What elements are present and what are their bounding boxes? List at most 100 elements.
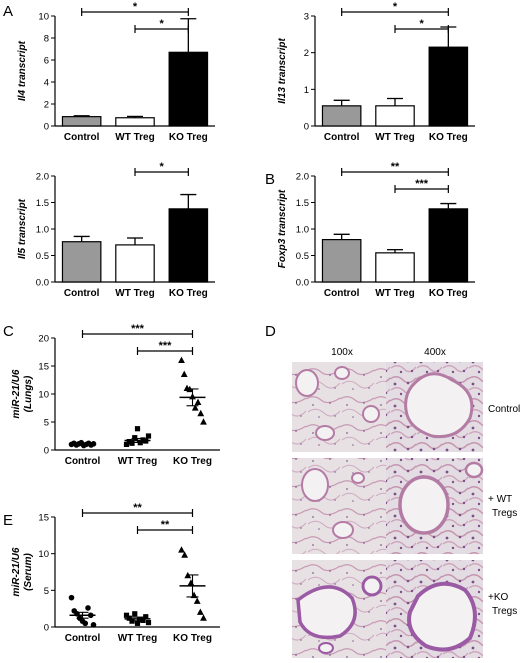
y-axis-label: Il5 transcript <box>17 198 28 259</box>
y-tick-label: 0 <box>44 122 49 133</box>
data-point <box>191 404 199 411</box>
airway-shapes <box>295 366 484 654</box>
data-point <box>145 620 152 626</box>
bar <box>321 239 362 283</box>
panel-letter-d: D <box>265 323 276 340</box>
y-axis-label: Il4 transcript <box>17 40 28 101</box>
significance-label: ** <box>391 161 400 173</box>
data-point <box>82 620 89 627</box>
bar <box>168 51 209 127</box>
data-point <box>178 356 185 363</box>
chart-il4: 0 2 4 6 8 10 Il4 transcript Control WT Treg KO Tr… <box>17 1 215 143</box>
y-tick-label: 5 <box>44 586 49 597</box>
category-label: Control <box>65 633 101 644</box>
chart-il5: 0.0 0.5 1.0 1.5 2.0 Il5 transcript Control WT T… <box>17 161 215 299</box>
y-tick-label: 0.0 <box>296 278 309 289</box>
y-tick-label: 2.0 <box>36 172 49 183</box>
histology-row-ko-line1: +KO <box>488 592 509 603</box>
significance-label: * <box>160 18 165 30</box>
y-tick-label: 1.5 <box>296 198 309 209</box>
histology-row-wt-line2: Tregs <box>492 508 517 519</box>
data-point <box>126 439 132 445</box>
data-point <box>196 608 204 615</box>
category-label: Control <box>324 288 360 299</box>
panel-letter-e: E <box>3 512 13 529</box>
category-label: WT Treg <box>115 288 154 299</box>
category-label: WT Treg <box>118 456 157 467</box>
y-tick-label: 2.0 <box>296 172 309 183</box>
data-point <box>123 441 130 447</box>
bar <box>321 105 362 127</box>
category-label: WT Treg <box>115 132 154 143</box>
y-axis-label: miR-21/U6 <box>11 369 22 418</box>
category-label: WT Treg <box>375 132 414 143</box>
data-point <box>132 611 138 617</box>
panel-letter-a: A <box>3 3 13 20</box>
data-point <box>200 418 207 425</box>
y-axis-label-sub: (Serum) <box>23 552 34 590</box>
y-tick-label: 6 <box>44 56 49 67</box>
category-label: KO Treg <box>429 132 468 143</box>
y-tick-label: 1.0 <box>36 225 49 236</box>
y-tick-label: 2 <box>44 100 49 111</box>
y-axis-label: miR-21/U6 <box>11 547 22 596</box>
y-tick-label: 20 <box>38 334 49 345</box>
data-point <box>180 370 188 377</box>
y-tick-label: 4 <box>44 78 49 89</box>
histology-row-ko-line2: Tregs <box>492 606 517 617</box>
significance-label: ** <box>133 502 142 514</box>
category-label: Control <box>64 132 100 143</box>
category-label: Control <box>65 456 101 467</box>
data-point <box>129 440 135 446</box>
significance-label: * <box>160 161 165 173</box>
data-point <box>143 614 149 620</box>
data-point <box>85 605 91 611</box>
bar <box>428 208 469 283</box>
bar <box>115 117 155 127</box>
y-tick-label: 0.5 <box>36 251 49 262</box>
histology-col-100x: 100x <box>331 347 353 358</box>
data-point <box>181 551 189 558</box>
data-point <box>194 398 202 405</box>
bar <box>61 116 102 127</box>
significance-label: * <box>393 1 398 13</box>
data-point <box>68 594 75 601</box>
y-tick-label: 2 <box>304 48 309 59</box>
bar <box>428 46 469 127</box>
y-tick-label: 10 <box>38 549 49 560</box>
histology-row-wt-line1: + WT <box>488 494 512 505</box>
category-label: Control <box>324 132 360 143</box>
panel-letter-b: B <box>265 171 275 188</box>
y-axis-label-sub: (Lungs) <box>23 375 34 412</box>
panel-letter-c: C <box>3 323 14 340</box>
histology-panel: 100x 400x Control + WT <box>292 347 520 658</box>
y-tick-label: 0 <box>44 623 49 634</box>
y-tick-label: 15 <box>38 362 49 373</box>
data-point <box>197 409 205 417</box>
data-point <box>132 435 138 441</box>
bar <box>375 252 415 283</box>
bar <box>61 241 102 283</box>
y-tick-label: 8 <box>44 34 49 45</box>
significance-label: *** <box>415 178 429 190</box>
category-label: KO Treg <box>169 132 208 143</box>
category-label: KO Treg <box>173 633 212 644</box>
y-tick-label: 0.0 <box>36 278 49 289</box>
data-point <box>145 433 152 439</box>
chart-il13: 0 1 2 3 Il13 transcript Control WT Treg KO Treg… <box>277 1 475 143</box>
chart-mir21-lungs: 0 5 10 15 20 miR-21/U6 (Lungs) Control WT Treg KO… <box>11 323 220 467</box>
data-point <box>134 620 141 626</box>
data-point <box>193 597 201 604</box>
data-point <box>134 426 141 432</box>
bar <box>115 244 155 283</box>
bar <box>168 208 209 283</box>
y-tick-label: 1 <box>304 85 309 96</box>
y-tick-label: 5 <box>44 418 49 429</box>
data-point <box>187 579 195 586</box>
y-tick-label: 0 <box>304 122 309 133</box>
y-tick-label: 0 <box>44 446 49 457</box>
chart-mir21-serum: 0 5 10 15 miR-21/U6 (Serum) Control WT Treg KO T… <box>11 502 220 644</box>
y-tick-label: 10 <box>38 390 49 401</box>
category-label: KO Treg <box>429 288 468 299</box>
y-tick-label: 3 <box>304 12 309 23</box>
